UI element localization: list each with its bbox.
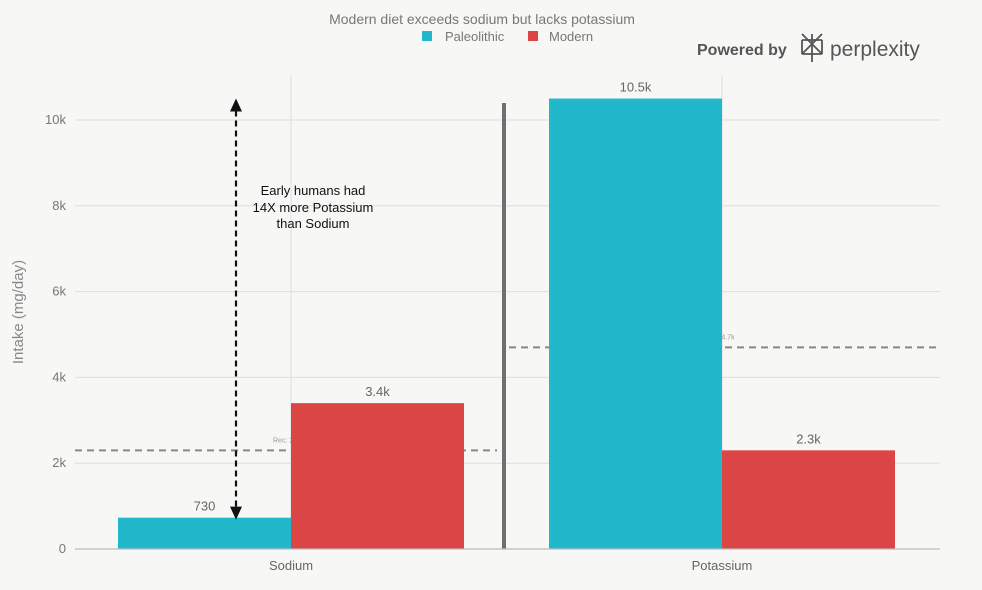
x-tick-label-sodium: Sodium [269,558,313,573]
category-divider [502,103,506,549]
data-label-paleolithic-potassium: 10.5k [620,80,652,95]
annotation-arrow-head-down [230,506,242,520]
y-tick-label-3: 6k [52,284,66,299]
data-label-modern-potassium: 2.3k [796,431,821,446]
data-label-paleolithic-sodium: 730 [194,499,216,514]
data-label-modern-sodium: 3.4k [365,384,390,399]
data-labels: 730 3.4k 10.5k 2.3k [194,80,822,514]
chart-title: Modern diet exceeds sodium but lacks pot… [329,11,635,27]
bar-paleolithic-potassium [549,98,722,550]
axes: 0 2k 4k 6k 8k 10k Sodium Potassium [45,112,940,573]
y-tick-label-1: 2k [52,455,66,470]
legend-swatch-paleolithic [422,31,432,41]
annotation-arrow-head-up [230,98,242,112]
bar-modern-sodium [291,403,464,549]
y-axis-label: Intake (mg/day) [10,260,27,364]
legend-swatch-modern [528,31,538,41]
bars [118,98,895,550]
y-tick-label-0: 0 [59,541,66,556]
powered-by-badge: Powered by perplexity [697,33,920,62]
annotation-line-2: 14X more Potassium [253,200,374,215]
bar-paleolithic-sodium [118,517,291,549]
powered-by-text: Powered by [697,42,787,59]
legend-label-paleolithic: Paleolithic [445,29,505,44]
y-tick-label-2: 4k [52,369,66,384]
perplexity-logo-icon [801,33,823,62]
bar-modern-potassium [722,450,895,549]
legend-label-modern: Modern [549,29,593,44]
perplexity-brand-text: perplexity [830,38,920,61]
y-tick-label-4: 8k [52,198,66,213]
annotation-line-3: than Sodium [277,216,350,231]
reference-label-sodium: Rec: 2.3k [273,437,303,444]
x-tick-label-potassium: Potassium [692,558,753,573]
legend: Paleolithic Modern [422,29,593,44]
annotation: Early humans had 14X more Potassium than… [230,98,374,520]
annotation-line-1: Early humans had [261,183,366,198]
y-tick-label-5: 10k [45,112,66,127]
